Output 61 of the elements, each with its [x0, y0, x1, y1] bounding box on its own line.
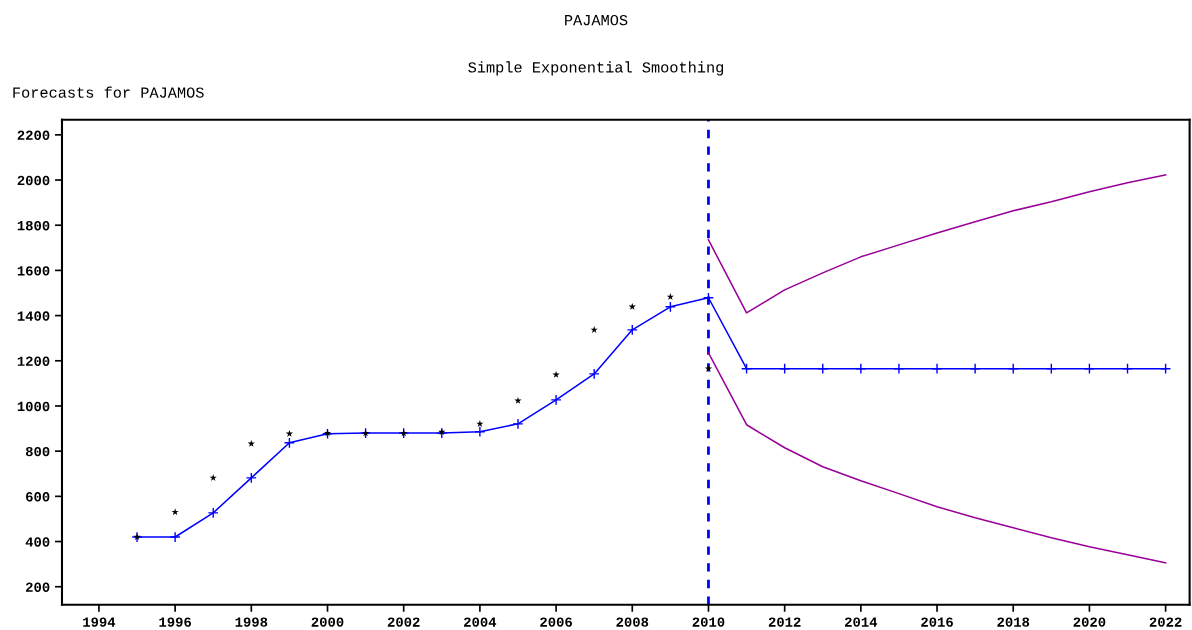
point — [207, 507, 219, 519]
y-tick-label: 800 — [25, 446, 50, 457]
x-tick-label: 1998 — [235, 617, 268, 627]
point — [512, 418, 524, 430]
point — [626, 324, 638, 336]
point — [1121, 363, 1134, 375]
y-tick-label: 1200 — [17, 356, 50, 366]
y-tick-label: 2200 — [17, 130, 50, 141]
point — [285, 429, 294, 437]
x-tick-label: 2002 — [387, 617, 420, 627]
point — [474, 426, 486, 438]
point — [969, 363, 981, 375]
x-tick-label: 2006 — [540, 617, 572, 627]
point — [245, 472, 257, 484]
x-tick-label: 2020 — [1073, 617, 1106, 627]
point — [1045, 363, 1057, 375]
point — [1160, 363, 1172, 375]
x-tick-label: 2004 — [464, 617, 497, 627]
x-tick-label: 1994 — [83, 617, 116, 627]
x-tick-label: 2016 — [921, 617, 953, 627]
point — [664, 301, 676, 313]
point — [171, 508, 179, 516]
x-tick-label: 2022 — [1149, 617, 1182, 627]
point — [855, 363, 867, 375]
x-tick-label: 2014 — [845, 617, 878, 627]
y-tick-label: 200 — [26, 582, 50, 592]
x-tick-label: 2000 — [311, 617, 344, 627]
point — [590, 326, 598, 333]
x-tick-label: 1996 — [159, 617, 192, 627]
y-axis-title: Forecasts for PAJAMOS — [13, 86, 204, 98]
point — [704, 364, 713, 372]
line-series — [707, 174, 1167, 314]
x-tick-label: 2018 — [997, 617, 1030, 627]
y-tick-label: 1600 — [17, 266, 50, 276]
y-tick-label: 1000 — [17, 401, 50, 412]
point — [550, 394, 562, 406]
point — [817, 363, 829, 375]
chart-subtitle: Simple Exponential Smoothing — [468, 61, 724, 76]
x-tick-label: 2008 — [616, 617, 649, 627]
point — [628, 302, 636, 310]
point — [588, 368, 600, 380]
point — [893, 363, 905, 375]
point — [476, 420, 484, 427]
point — [1007, 363, 1019, 375]
point — [779, 363, 791, 375]
point — [169, 531, 181, 543]
point — [247, 439, 255, 447]
point — [1083, 363, 1095, 375]
chart-title: PAJAMOS — [565, 14, 628, 26]
y-tick-label: 400 — [25, 537, 50, 547]
y-tick-label: 2000 — [17, 175, 50, 186]
y-tick-label: 1800 — [17, 220, 50, 231]
point — [209, 474, 217, 481]
line-series — [707, 352, 1167, 564]
point — [931, 363, 943, 375]
y-tick-label: 1400 — [17, 311, 50, 321]
y-tick-label: 600 — [26, 492, 50, 502]
x-tick-label: 2010 — [692, 617, 725, 627]
point — [741, 363, 753, 375]
x-tick-label: 2012 — [768, 617, 801, 627]
point — [283, 437, 295, 449]
